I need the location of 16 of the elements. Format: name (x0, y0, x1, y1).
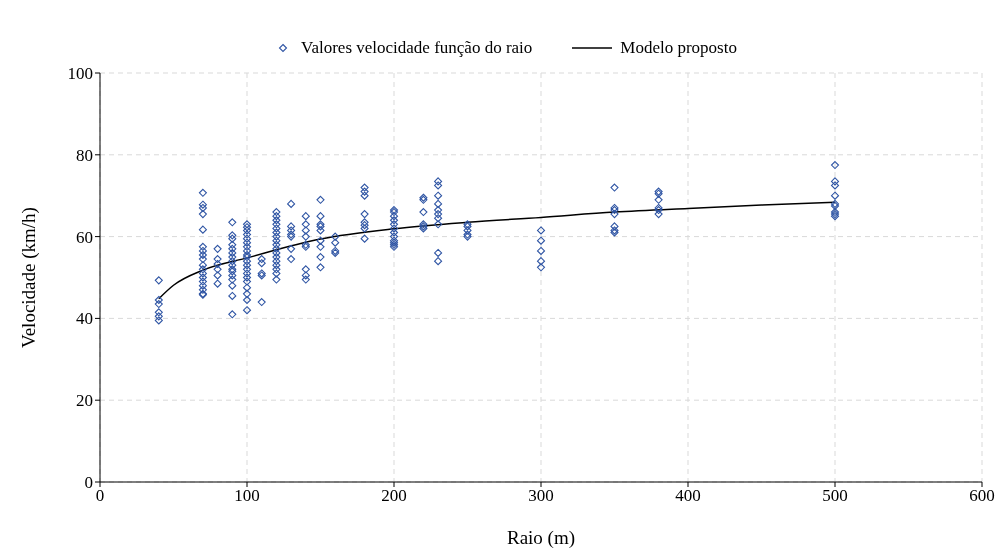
x-axis-title: Raio (m) (506, 527, 576, 549)
x-tick-label: 100 (234, 486, 260, 506)
legend-label: Modelo proposto (620, 38, 737, 58)
y-tick-label: 20 (76, 391, 93, 411)
y-tick-label: 100 (67, 64, 93, 84)
x-tick-label: 200 (381, 486, 407, 506)
legend-label: Valores velocidade função do raio (301, 38, 533, 58)
x-tick-label: 600 (969, 486, 995, 506)
y-tick-label: 0 (84, 473, 93, 493)
y-tick-label: 40 (76, 309, 93, 329)
x-tick-label: 400 (675, 486, 701, 506)
y-tick-label: 60 (76, 227, 93, 247)
x-tick-label: 500 (822, 486, 848, 506)
y-tick-label: 80 (76, 145, 93, 165)
x-tick-label: 300 (528, 486, 554, 506)
y-axis-title: Velocidade (km/h) (17, 207, 40, 348)
